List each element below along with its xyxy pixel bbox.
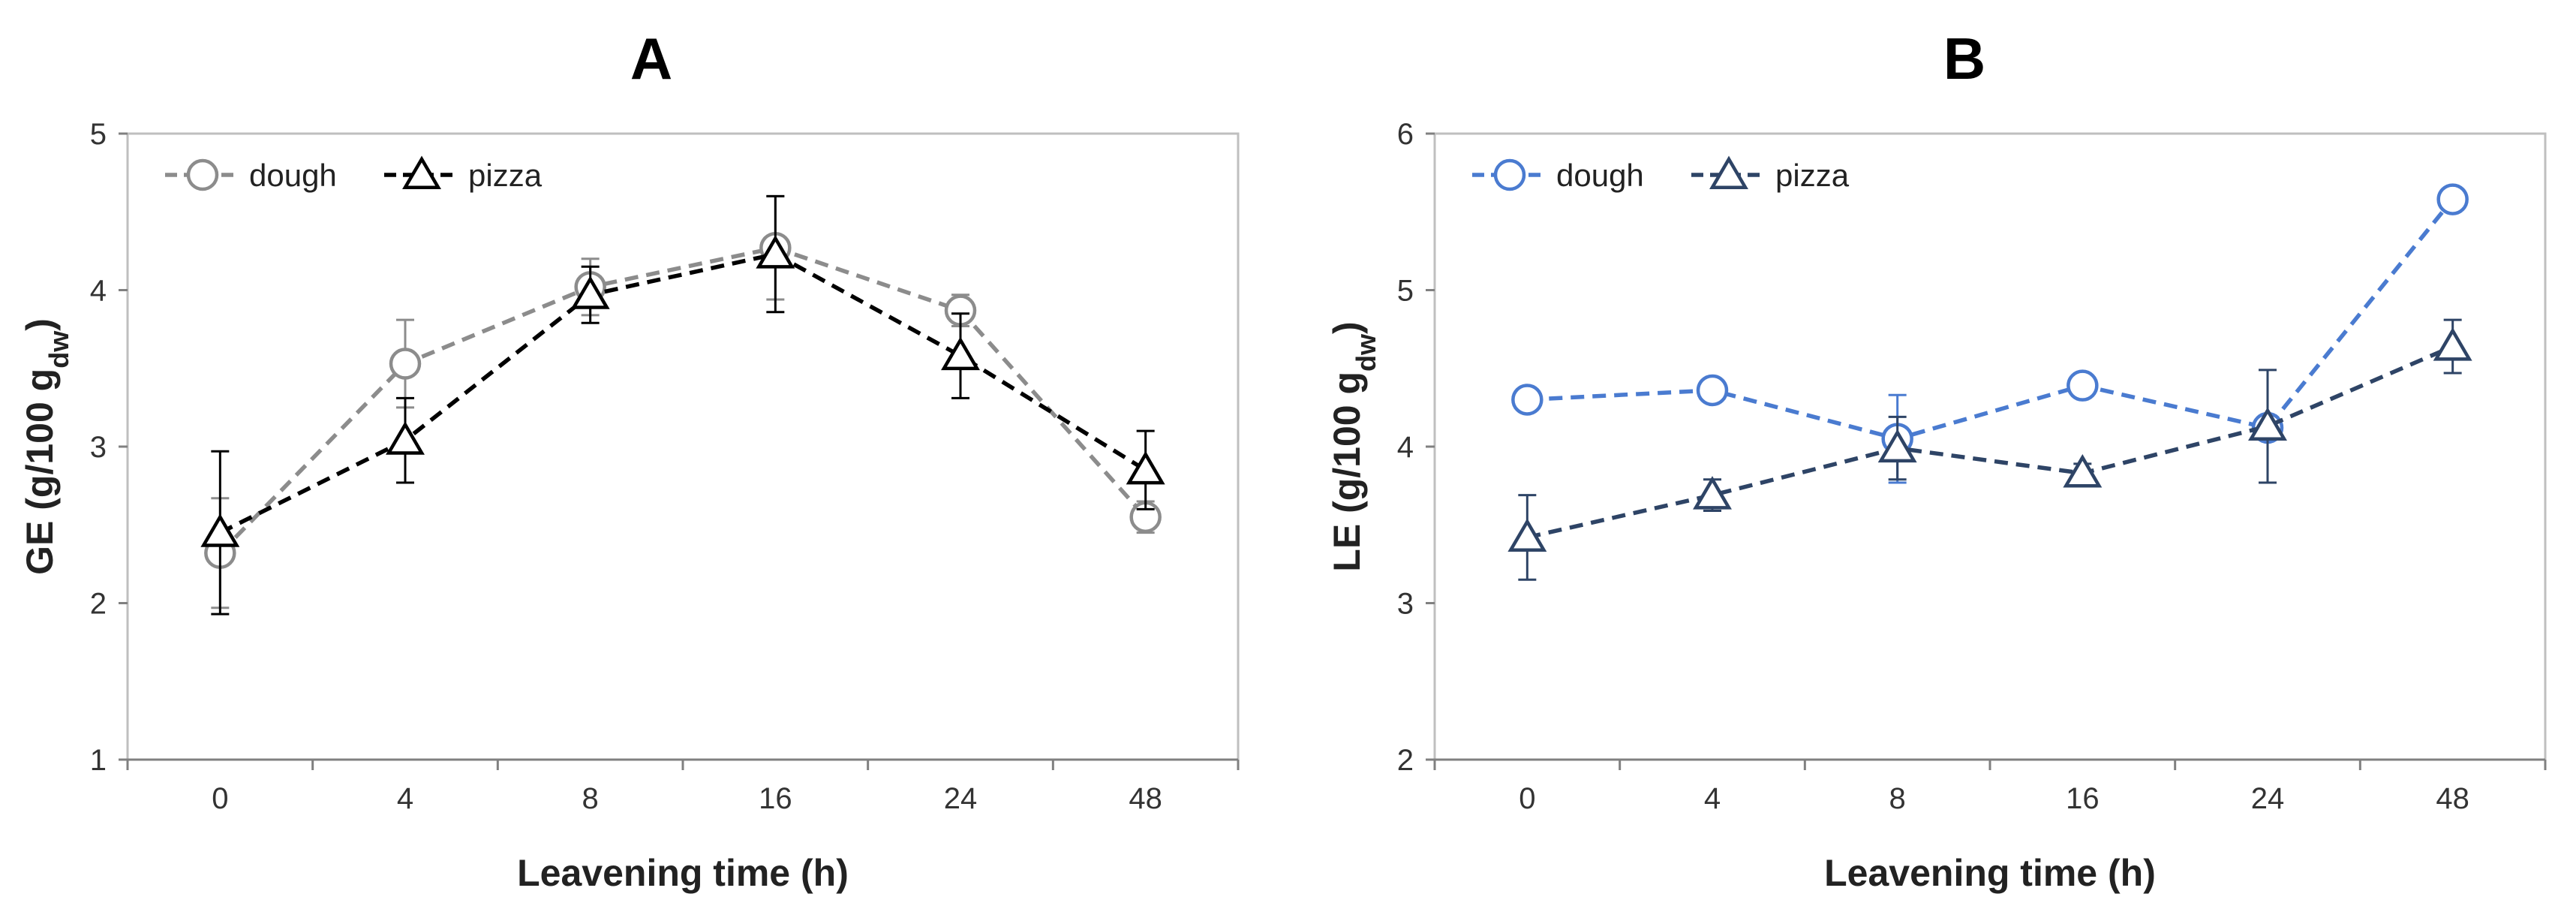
- y-tick-label: 4: [1397, 431, 1414, 464]
- series-line-pizza: [1526, 345, 2454, 540]
- y-tick-label: 5: [90, 118, 107, 151]
- legend-label-pizza: pizza: [1775, 158, 1850, 193]
- series-line-pizza: [219, 251, 1147, 535]
- y-tick-label: 6: [1397, 118, 1414, 151]
- x-tick-label: 0: [1519, 782, 1535, 815]
- legend-label-pizza: pizza: [468, 158, 543, 193]
- legend-marker-dough: [186, 158, 219, 191]
- data-point-dough: [389, 348, 422, 380]
- data-point-pizza: [1126, 450, 1165, 485]
- data-point-pizza: [2433, 327, 2472, 361]
- series-pizza: [1507, 318, 2472, 581]
- y-axis-title: GE (g/100 gdw): [19, 318, 74, 575]
- x-axis-title: Leavening time (h): [1824, 852, 2156, 894]
- data-point-dough: [2436, 183, 2469, 215]
- x-tick-label: 24: [2251, 782, 2285, 815]
- data-point-dough: [1696, 374, 1729, 407]
- x-tick-label: 24: [944, 782, 978, 815]
- y-tick-label: 3: [90, 431, 107, 464]
- y-tick-label: 2: [90, 588, 107, 621]
- y-tick-label: 5: [1397, 275, 1414, 308]
- data-point-dough: [2067, 369, 2099, 402]
- legend: dough pizza: [165, 155, 543, 193]
- legend-marker-pizza: [402, 155, 441, 190]
- series-pizza: [200, 194, 1165, 616]
- y-tick-label: 1: [90, 744, 107, 777]
- data-point-pizza: [570, 275, 610, 309]
- data-point-pizza: [200, 513, 240, 547]
- data-point-dough: [1511, 384, 1543, 416]
- data-point-pizza: [386, 421, 425, 455]
- x-axis-title: Leavening time (h): [517, 852, 849, 894]
- data-point-pizza: [1693, 476, 1732, 510]
- legend-label-dough: dough: [249, 158, 337, 193]
- data-point-pizza: [1507, 518, 1547, 552]
- x-tick-label: 16: [2066, 782, 2100, 815]
- series-line-dough: [218, 245, 1147, 555]
- x-tick-label: 0: [212, 782, 228, 815]
- x-tick-label: 16: [759, 782, 792, 815]
- legend: dough pizza: [1472, 155, 1850, 193]
- x-tick-label: 4: [397, 782, 413, 815]
- y-tick-label: 4: [90, 275, 107, 308]
- x-tick-label: 48: [1129, 782, 1162, 815]
- data-point-pizza: [941, 336, 980, 371]
- x-tick-label: 8: [582, 782, 599, 815]
- data-point-pizza: [756, 235, 795, 269]
- data-point-pizza: [1877, 429, 1917, 463]
- legend-marker-dough: [1493, 158, 1526, 191]
- y-tick-label: 3: [1397, 588, 1414, 621]
- y-tick-label: 2: [1397, 744, 1414, 777]
- panel-title: A: [630, 26, 672, 92]
- data-point-pizza: [2248, 407, 2287, 441]
- x-tick-label: 4: [1704, 782, 1721, 815]
- panel-title: B: [1943, 26, 1985, 92]
- legend-label-dough: dough: [1556, 158, 1644, 193]
- x-tick-label: 8: [1889, 782, 1906, 815]
- series-line-dough: [1527, 197, 2454, 441]
- x-tick-label: 48: [2436, 782, 2469, 815]
- legend-marker-pizza: [1709, 155, 1748, 190]
- data-point-pizza: [2063, 453, 2103, 488]
- y-axis-title: LE (g/100 gdw): [1326, 321, 1381, 571]
